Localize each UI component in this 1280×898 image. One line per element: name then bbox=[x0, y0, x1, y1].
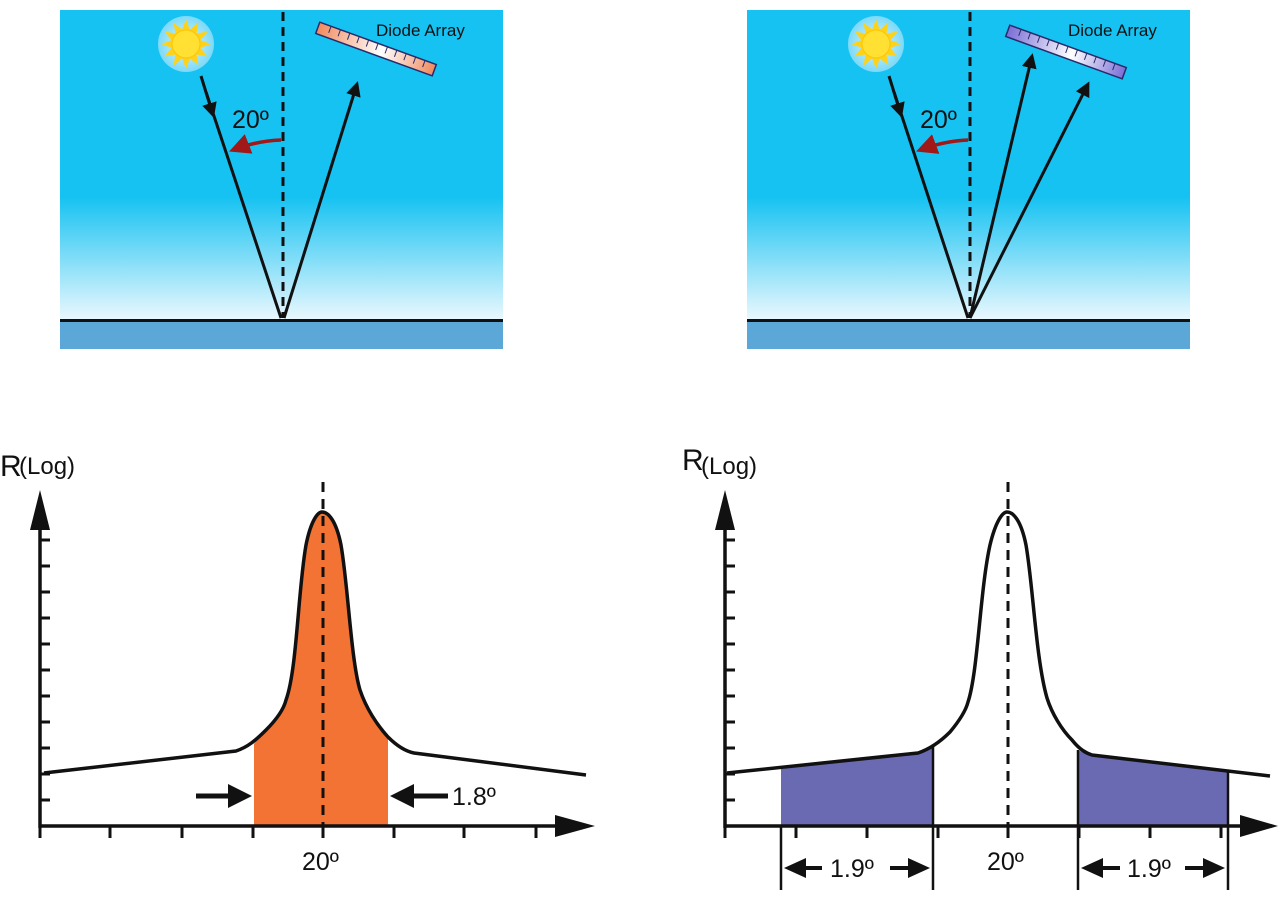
y-axis-label-sub: (Log) bbox=[19, 453, 75, 480]
peak-fill-area bbox=[254, 512, 388, 826]
incident-ray bbox=[892, 91, 970, 319]
incidence-angle-label: 20º bbox=[920, 106, 957, 134]
width-arrowhead-left bbox=[228, 784, 252, 808]
plot-left: R (Log) 20º 1.8º bbox=[0, 450, 595, 876]
reflectance-curve bbox=[726, 510, 1271, 778]
y-axis-arrowhead bbox=[715, 490, 735, 530]
y-axis-arrowhead bbox=[30, 490, 50, 530]
incidence-angle-label: 20º bbox=[232, 106, 269, 134]
scattered-ray-1 bbox=[968, 53, 1037, 319]
dimension-arrow-right bbox=[1081, 858, 1225, 878]
angle-arc-arrow bbox=[916, 134, 969, 154]
x-axis-ticks bbox=[723, 826, 1223, 838]
width-label-left: 1.9º bbox=[830, 855, 874, 883]
sun-icon bbox=[848, 16, 904, 72]
x-center-label: 20º bbox=[302, 848, 339, 876]
dimension-arrow-left bbox=[784, 858, 930, 878]
plot-right: R (Log) 20º 1.9º 1.9º bbox=[682, 444, 1278, 890]
scene-left: Diode Array 20º bbox=[60, 10, 503, 349]
x-axis-arrowhead bbox=[1240, 815, 1278, 837]
scattered-ray-2 bbox=[968, 81, 1090, 319]
wing-fill-area-right bbox=[1078, 750, 1228, 826]
y-axis-label-sub: (Log) bbox=[701, 453, 757, 480]
detector-label: Diode Array bbox=[376, 21, 465, 40]
scene-right: Diode Array 20º bbox=[747, 10, 1190, 349]
ground-surface bbox=[60, 321, 503, 349]
ground-surface bbox=[747, 321, 1190, 349]
y-axis-label-main: R bbox=[0, 450, 22, 483]
detector-label: Diode Array bbox=[1068, 21, 1157, 40]
width-arrowhead-right bbox=[390, 784, 414, 808]
reflected-ray bbox=[282, 81, 361, 319]
angle-arc-arrow bbox=[229, 134, 282, 154]
diode-array-detector bbox=[1004, 24, 1128, 80]
x-axis-arrowhead bbox=[555, 815, 595, 837]
width-label-right: 1.9º bbox=[1127, 855, 1171, 883]
width-boundary-lines bbox=[779, 746, 1230, 890]
x-center-label: 20º bbox=[987, 848, 1024, 876]
width-label: 1.8º bbox=[452, 783, 496, 811]
incident-ray bbox=[204, 91, 283, 319]
x-axis-ticks bbox=[38, 826, 538, 838]
reflectance-curve bbox=[43, 510, 587, 777]
wing-fill-area-left bbox=[781, 746, 933, 826]
y-axis-label-main: R bbox=[682, 444, 704, 477]
sun-icon bbox=[158, 16, 214, 72]
diode-array-detector bbox=[314, 21, 438, 77]
